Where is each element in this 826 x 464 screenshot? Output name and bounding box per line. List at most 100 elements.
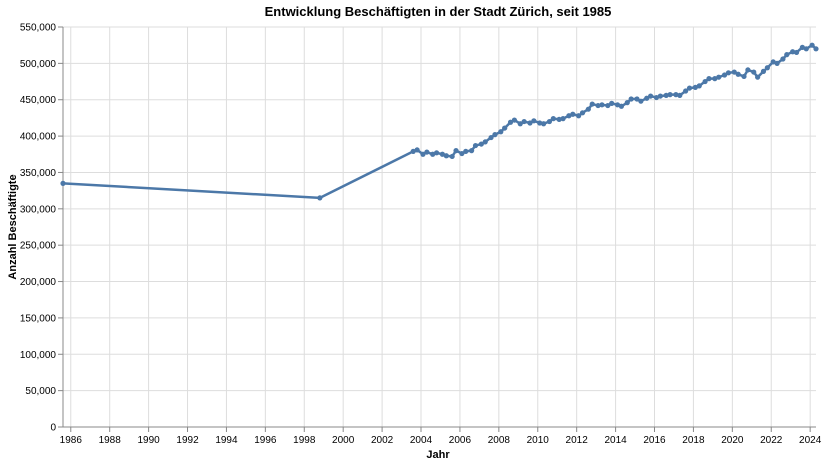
data-point[interactable]	[537, 120, 543, 126]
data-point[interactable]	[595, 102, 601, 109]
data-point[interactable]	[599, 102, 605, 108]
data-point[interactable]	[550, 116, 556, 122]
x-tick-label: 1990	[137, 435, 160, 446]
data-point[interactable]	[443, 153, 449, 159]
data-point[interactable]	[644, 95, 650, 101]
x-tick-label: 2010	[527, 435, 550, 446]
x-tick-label: 2004	[410, 435, 433, 446]
data-point[interactable]	[521, 118, 527, 125]
data-point[interactable]	[424, 149, 430, 155]
data-point[interactable]	[420, 151, 426, 157]
data-point[interactable]	[628, 96, 634, 102]
y-axis-title: Anzahl Beschäftigte	[7, 174, 19, 279]
data-point[interactable]	[492, 132, 498, 138]
data-point[interactable]	[784, 52, 790, 58]
data-point[interactable]	[663, 92, 669, 98]
data-point[interactable]	[716, 74, 722, 80]
data-point[interactable]	[624, 100, 630, 106]
data-point[interactable]	[60, 180, 66, 186]
y-tick-label: 150,000	[20, 313, 57, 324]
data-point[interactable]	[803, 46, 809, 52]
data-point[interactable]	[540, 121, 547, 127]
data-point[interactable]	[657, 93, 663, 99]
data-point[interactable]	[556, 116, 562, 122]
data-point[interactable]	[459, 150, 465, 157]
data-point[interactable]	[677, 92, 683, 98]
y-tick-label: 450,000	[20, 95, 57, 106]
data-point[interactable]	[560, 116, 566, 122]
y-tick-label: 500,000	[20, 59, 57, 70]
y-gridlines	[63, 26, 816, 428]
data-point[interactable]	[605, 102, 611, 109]
data-point[interactable]	[618, 103, 625, 109]
data-points	[60, 42, 819, 201]
x-tick-label: 1998	[293, 435, 316, 446]
data-point[interactable]	[793, 49, 800, 56]
data-point[interactable]	[507, 119, 514, 125]
x-tick-label: 2000	[332, 435, 355, 446]
x-tick-label: 2002	[371, 435, 394, 446]
data-point[interactable]	[634, 96, 640, 102]
data-point[interactable]	[546, 118, 553, 125]
data-point[interactable]	[638, 98, 644, 104]
data-point[interactable]	[585, 106, 591, 112]
data-point[interactable]	[511, 117, 518, 123]
data-point[interactable]	[721, 72, 728, 78]
data-point[interactable]	[813, 46, 819, 52]
data-point[interactable]	[702, 78, 708, 85]
data-point[interactable]	[706, 76, 712, 82]
x-tick-label: 2020	[721, 435, 744, 446]
data-point[interactable]	[498, 129, 504, 135]
data-point[interactable]	[317, 195, 323, 201]
data-point[interactable]	[760, 68, 767, 74]
data-point[interactable]	[469, 148, 475, 154]
data-point[interactable]	[502, 125, 508, 131]
data-point[interactable]	[790, 49, 796, 55]
data-point[interactable]	[463, 148, 469, 154]
data-point[interactable]	[482, 139, 488, 145]
x-tick-label: 2018	[682, 435, 705, 446]
data-point[interactable]	[648, 93, 654, 99]
data-point[interactable]	[579, 110, 586, 116]
x-tick-label: 1986	[60, 435, 83, 446]
data-point[interactable]	[780, 56, 786, 62]
data-point[interactable]	[735, 71, 741, 77]
data-point[interactable]	[570, 111, 576, 117]
x-axis-title: Jahr	[426, 449, 450, 461]
data-point[interactable]	[755, 74, 761, 80]
data-point[interactable]	[673, 92, 679, 98]
data-point[interactable]	[527, 120, 533, 126]
data-point[interactable]	[472, 142, 479, 149]
data-point[interactable]	[488, 134, 494, 141]
data-point[interactable]	[696, 83, 702, 89]
x-gridlines	[70, 27, 811, 427]
data-point[interactable]	[809, 42, 815, 48]
data-point[interactable]	[731, 69, 737, 75]
data-point[interactable]	[667, 92, 673, 98]
y-tick-label: 50,000	[25, 386, 56, 397]
axes	[62, 27, 816, 428]
chart-title: Entwicklung Beschäftigten in der Stadt Z…	[265, 4, 612, 19]
data-point[interactable]	[609, 100, 615, 106]
data-point[interactable]	[517, 121, 523, 127]
data-point[interactable]	[774, 60, 780, 66]
data-point[interactable]	[764, 65, 770, 71]
x-tick-label: 1994	[215, 435, 238, 446]
data-point[interactable]	[531, 118, 537, 124]
y-tick-label: 200,000	[20, 277, 57, 288]
data-point[interactable]	[589, 101, 595, 107]
x-tick-label: 1992	[176, 435, 199, 446]
data-point[interactable]	[453, 148, 459, 154]
data-point[interactable]	[745, 67, 751, 73]
data-point[interactable]	[751, 69, 757, 75]
data-point[interactable]	[683, 88, 689, 94]
data-point[interactable]	[725, 70, 732, 76]
data-point[interactable]	[741, 73, 747, 80]
data-point[interactable]	[576, 113, 582, 119]
data-point[interactable]	[449, 153, 455, 160]
data-point[interactable]	[433, 150, 440, 156]
data-point[interactable]	[414, 147, 420, 153]
data-point[interactable]	[686, 85, 693, 91]
data-point[interactable]	[478, 141, 484, 147]
